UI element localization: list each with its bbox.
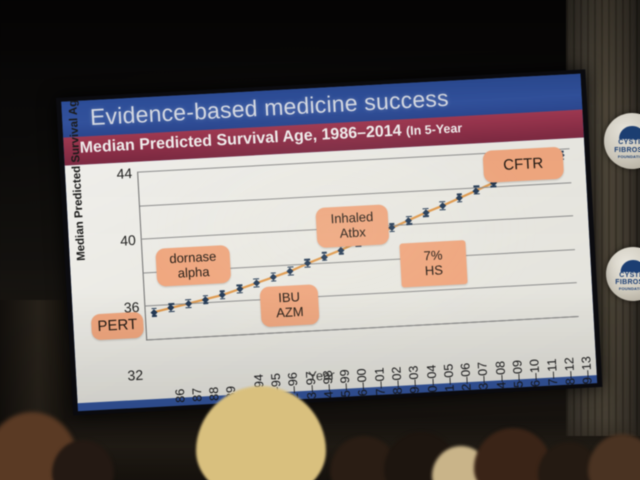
data-point-marker bbox=[439, 200, 446, 211]
data-point-marker bbox=[287, 266, 294, 276]
data-point-marker bbox=[167, 303, 175, 313]
annotation-callout: dornase alpha bbox=[155, 244, 232, 287]
cff-sign-line3: FOUNDATION bbox=[618, 286, 640, 292]
cff-sign-line1: CYSTIC bbox=[618, 139, 640, 147]
data-point-marker bbox=[202, 294, 209, 304]
data-point-marker bbox=[236, 284, 243, 294]
screen-frame: Evidence-based medicine success Median P… bbox=[56, 69, 603, 416]
slide: Evidence-based medicine success Median P… bbox=[61, 73, 598, 412]
data-point-marker bbox=[304, 258, 311, 269]
cff-sign-line2: FIBROSIS bbox=[615, 279, 640, 287]
annotation-callout: PERT bbox=[90, 311, 145, 341]
cff-sign-line1: CYSTIC bbox=[619, 272, 640, 280]
subtitle-tail: (In 5-Year bbox=[405, 121, 463, 139]
data-point-marker bbox=[253, 278, 260, 288]
annotation-callout: CFTR bbox=[482, 146, 565, 183]
cff-sign-line2: FIBROSIS bbox=[614, 146, 640, 154]
y-axis-tick-label: 44 bbox=[116, 165, 133, 182]
projection-screen: Evidence-based medicine success Median P… bbox=[56, 69, 603, 416]
annotation-label-line1: CFTR bbox=[502, 154, 544, 174]
data-point-marker bbox=[150, 307, 158, 317]
audience-head bbox=[196, 386, 326, 480]
data-point-marker bbox=[405, 215, 412, 225]
data-point-marker bbox=[219, 290, 226, 300]
audience-silhouettes bbox=[0, 380, 640, 480]
cff-sign-line3: FOUNDATION bbox=[617, 153, 640, 159]
cff-arc-icon bbox=[620, 259, 640, 272]
cff-arc-icon bbox=[619, 126, 640, 139]
annotation-label-line2: alpha bbox=[177, 263, 210, 281]
y-axis-tick-label: 40 bbox=[119, 232, 137, 249]
data-point-marker bbox=[388, 223, 396, 233]
annotation-label-line2: HS bbox=[424, 262, 444, 279]
data-point-marker bbox=[422, 207, 429, 218]
data-point-marker bbox=[473, 185, 480, 195]
data-point-marker bbox=[270, 272, 277, 282]
data-point-marker bbox=[456, 193, 463, 203]
annotation-label-line2: AZM bbox=[275, 303, 305, 321]
annotation-callout: 7% HS bbox=[399, 240, 468, 288]
annotation-callout: IBU AZM bbox=[259, 284, 320, 328]
data-point-marker bbox=[185, 298, 192, 309]
data-point-marker bbox=[320, 251, 328, 262]
annotation-callout: Inhaled Atbx bbox=[315, 204, 390, 249]
annotation-label-line1: PERT bbox=[97, 315, 138, 335]
chart-area: Median Predicted Survival Age (Years) 24… bbox=[65, 74, 598, 410]
annotation-label-line2: Atbx bbox=[339, 224, 367, 241]
